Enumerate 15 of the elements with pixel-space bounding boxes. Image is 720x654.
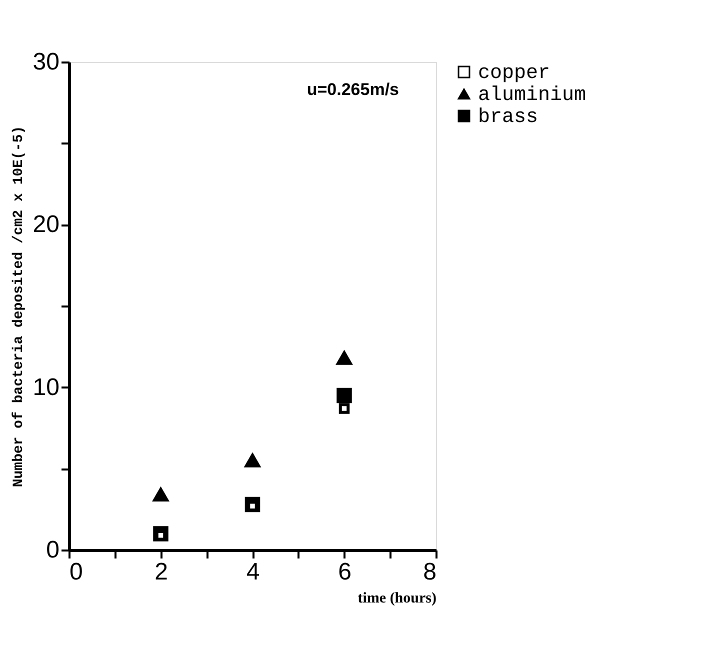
legend-label: aluminium <box>478 84 586 107</box>
x-tick-label: 6 <box>338 558 352 586</box>
y-tick-label: 10 <box>32 374 60 401</box>
y-axis-title: Number of bacteria deposited /cm2 x 10E(-5) <box>10 126 27 488</box>
x-tick-label: 2 <box>154 558 168 586</box>
x-tick-label: 8 <box>423 558 436 586</box>
y-tick-label: 0 <box>46 536 60 564</box>
x-tick-label: 4 <box>246 558 260 586</box>
y-tick-label: 20 <box>32 211 60 238</box>
y-tick-label: 30 <box>32 48 60 76</box>
x-tick-label: 0 <box>70 558 83 586</box>
legend-label: brass <box>478 106 538 129</box>
x-axis-title: time (hours) <box>358 590 436 606</box>
annotation: u=0.265m/s <box>306 80 399 99</box>
legend-label: copper <box>478 62 550 85</box>
